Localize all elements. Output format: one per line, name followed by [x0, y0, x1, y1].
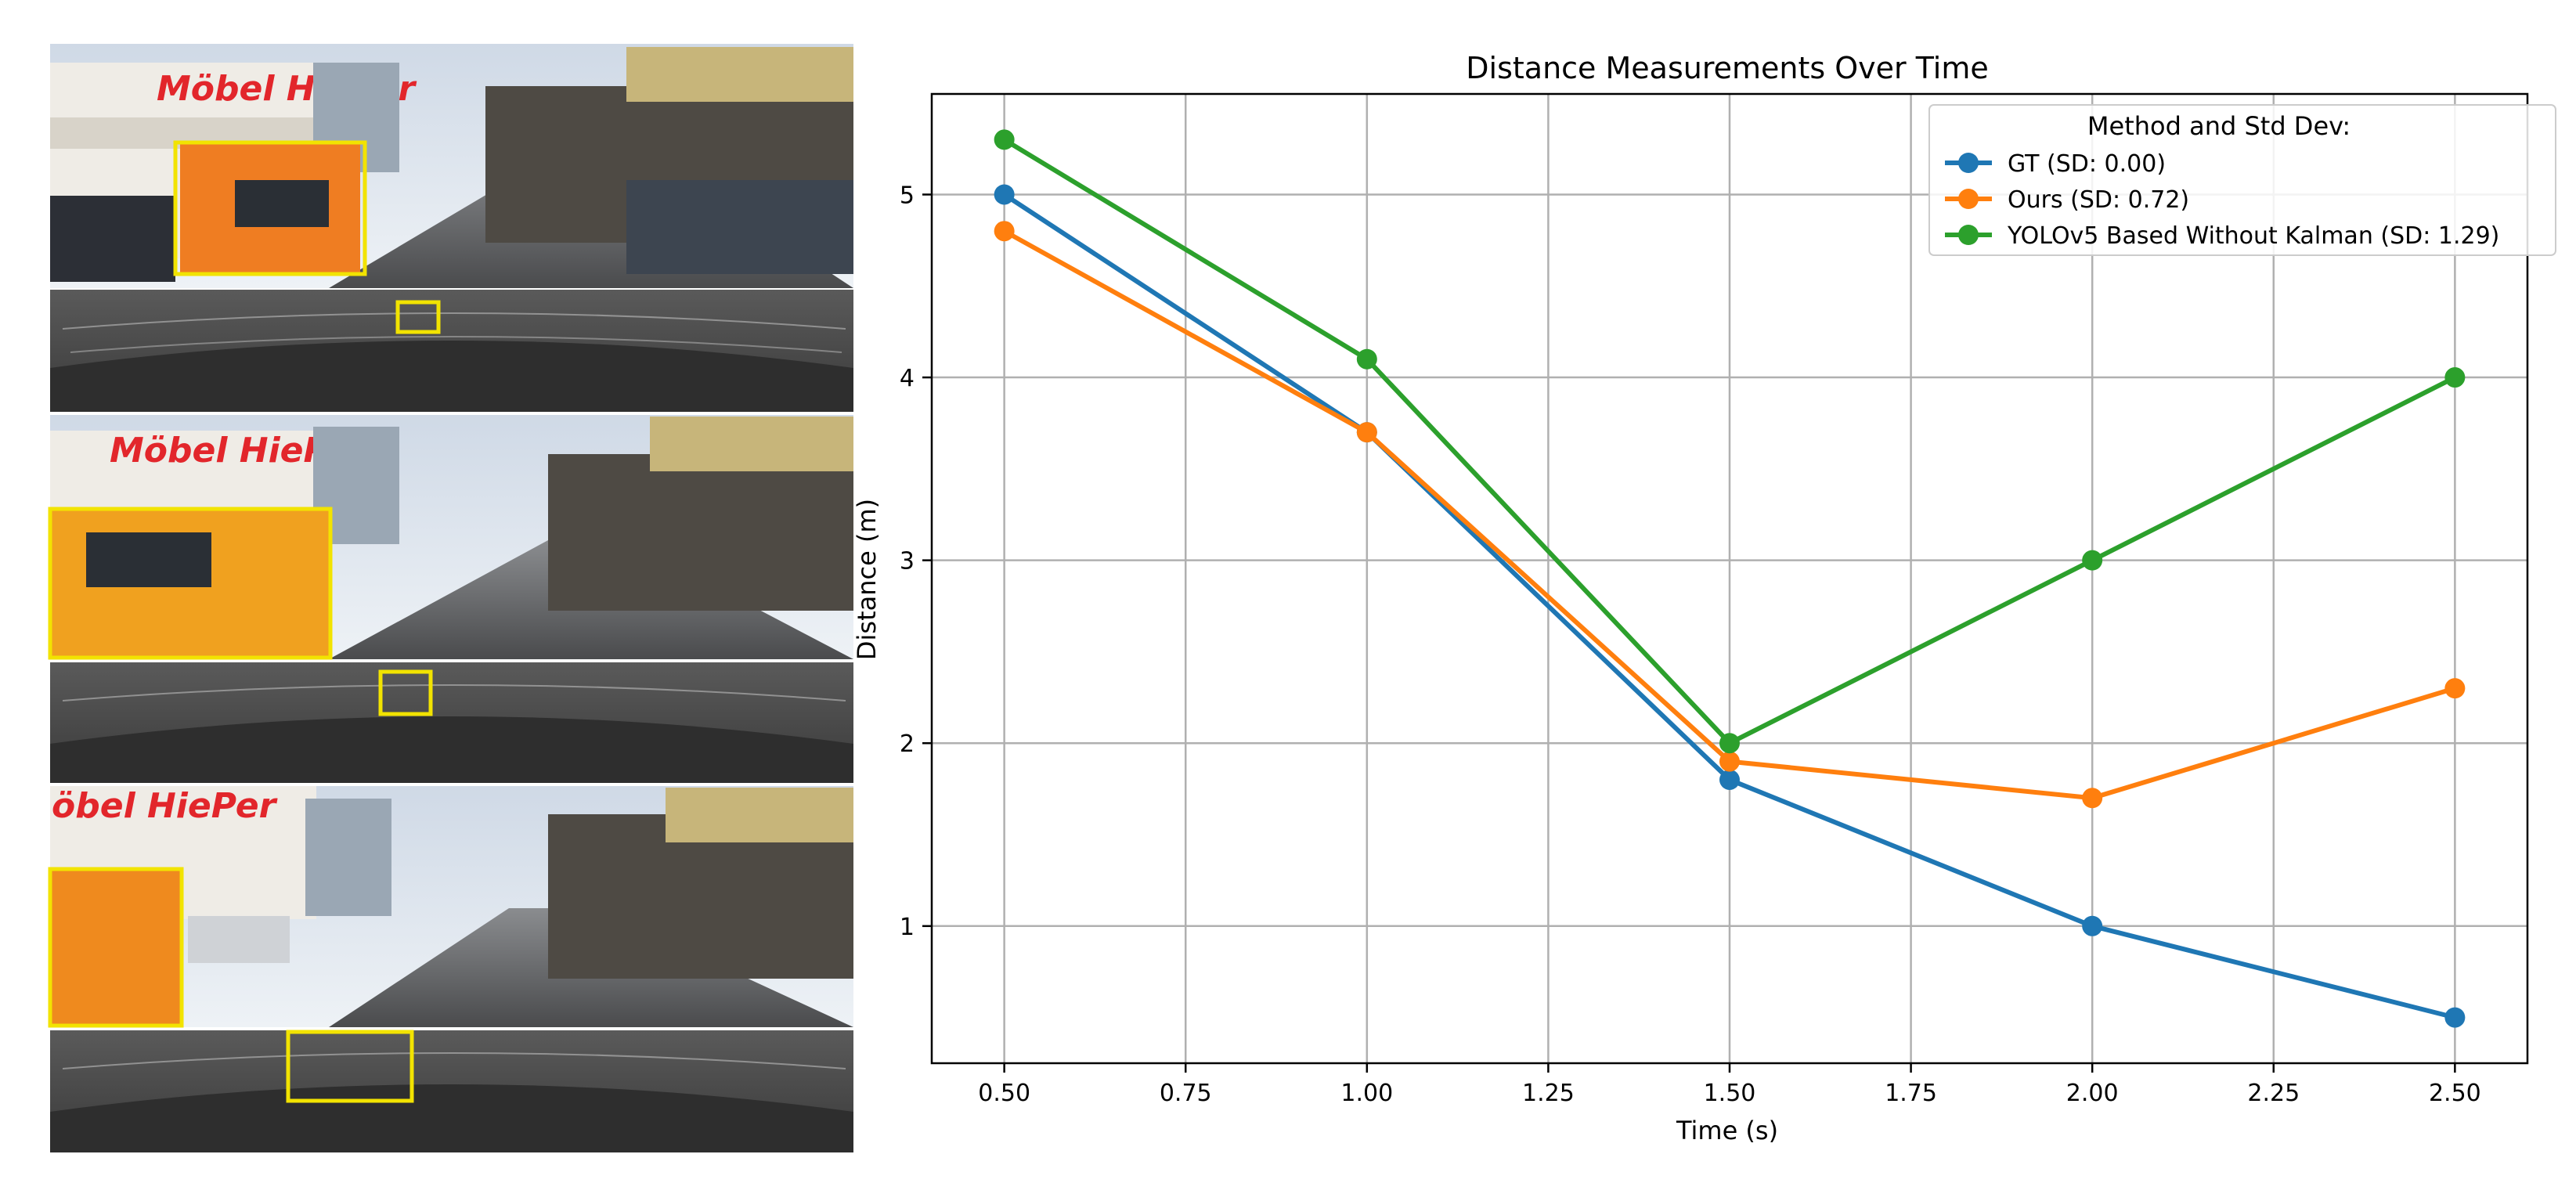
series-1-point: [1356, 422, 1377, 443]
legend-marker-1: [1958, 189, 1979, 209]
x-axis-label: Time (s): [1676, 1116, 1778, 1145]
y-tick-label: 5: [900, 182, 915, 209]
camera-frame-3: öbel HiePer: [48, 786, 853, 1028]
series-2-point: [994, 129, 1015, 150]
lidar-detection-box-3: [286, 1030, 414, 1103]
lidar-detection-box-1: [395, 300, 441, 334]
camera-frame-2: Möbel HiePer: [48, 415, 853, 660]
lidar-strip-1: [50, 290, 853, 412]
y-tick-label: 3: [900, 548, 915, 575]
legend-label-0: GT (SD: 0.00): [2008, 150, 2166, 178]
series-1-point: [994, 221, 1015, 242]
series-2-point: [2082, 550, 2103, 571]
lidar-strip-2: [50, 662, 853, 783]
series-2-point: [1719, 733, 1740, 754]
axis-ticks: 0.50 0.75 1.00 1.25 1.50 1.75 2.00 2.25 2.50 1 2 3 4…: [900, 182, 2481, 1107]
x-tick-label: 1.25: [1522, 1080, 1575, 1107]
series-layer: [994, 129, 2466, 1028]
image-panels: Möbel HiePer Möbel HiePer: [48, 44, 853, 1152]
series-0-point: [994, 184, 1015, 205]
x-tick-label: 1.75: [1885, 1080, 1937, 1107]
series-2: [994, 129, 2466, 754]
y-tick-label: 1: [900, 914, 915, 941]
series-0-point: [1719, 769, 1740, 790]
y-axis-label: Distance (m): [853, 499, 882, 660]
legend-title: Method and Std Dev:: [2087, 111, 2351, 141]
x-tick-label: 0.50: [978, 1080, 1030, 1107]
legend-label-1: Ours (SD: 0.72): [2008, 186, 2189, 214]
x-tick-label: 1.00: [1340, 1080, 1393, 1107]
series-0-point: [2444, 1007, 2466, 1028]
y-tick-label: 4: [900, 365, 915, 392]
series-1-point: [2082, 788, 2103, 809]
x-tick-label: 1.50: [1704, 1080, 1756, 1107]
x-tick-label: 2.25: [2247, 1080, 2300, 1107]
legend-marker-2: [1958, 225, 1979, 245]
series-2-point: [2444, 367, 2466, 388]
x-tick-label: 0.75: [1160, 1080, 1212, 1107]
chart-title: Distance Measurements Over Time: [1466, 51, 1988, 85]
series-0-point: [2082, 915, 2103, 936]
series-1-point: [2444, 678, 2466, 699]
series-2-point: [1356, 348, 1377, 370]
x-tick-label: 2.00: [2066, 1080, 2119, 1107]
legend-label-2: YOLOv5 Based Without Kalman (SD: 1.29): [2007, 222, 2499, 250]
y-tick-label: 2: [900, 730, 915, 758]
lidar-detection-box-2: [378, 669, 433, 716]
lidar-strip-3: [50, 1030, 853, 1152]
x-tick-label: 2.50: [2429, 1080, 2481, 1107]
series-1-point: [1719, 751, 1740, 772]
detection-box-1: [173, 140, 367, 276]
detection-box-2: [48, 507, 333, 660]
store-sign-text-3: öbel HiePer: [52, 786, 278, 826]
camera-frame-1: Möbel HiePer: [50, 44, 853, 288]
plot-area: [930, 92, 2529, 1065]
series-1: [994, 221, 2466, 809]
legend-marker-0: [1958, 153, 1979, 173]
distance-chart: 0.50 0.75 1.00 1.25 1.50 1.75 2.00 2.25 2.50 1 2 3 4…: [853, 51, 2556, 1145]
legend: Method and Std Dev: GT (SD: 0.00) Ours (S…: [1928, 104, 2556, 256]
detection-box-3: [48, 867, 184, 1028]
